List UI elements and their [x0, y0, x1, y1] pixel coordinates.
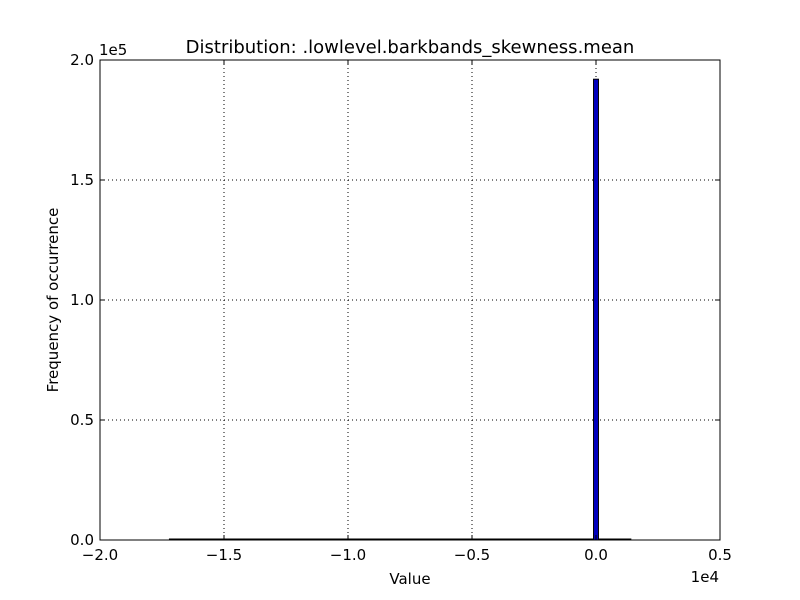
y-axis-multiplier: 1e5	[99, 41, 127, 59]
y-tick-label: 0.0	[70, 531, 94, 549]
y-axis-ticks: 0.0 0.5 1.0 1.5 2.0	[70, 51, 720, 549]
y-axis-label: Frequency of occurrence	[44, 208, 62, 393]
x-tick-label: −0.5	[454, 546, 490, 564]
histogram-bar	[593, 78, 599, 541]
x-axis-label: Value	[389, 570, 430, 588]
x-tick-label: −1.0	[330, 546, 366, 564]
x-tick-label: 0.5	[708, 546, 732, 564]
x-axis-ticks: −2.0 −1.5 −1.0 −0.5 0.0 0.5	[82, 60, 732, 564]
x-tick-label: −2.0	[82, 546, 118, 564]
y-tick-label: 1.5	[70, 171, 94, 189]
y-tick-label: 1.0	[70, 291, 94, 309]
x-tick-label: 0.0	[584, 546, 608, 564]
y-tick-label: 2.0	[70, 51, 94, 69]
x-axis-multiplier: 1e4	[691, 568, 719, 586]
chart-title: Distribution: .lowlevel.barkbands_skewne…	[186, 37, 635, 58]
y-tick-label: 0.5	[70, 411, 94, 429]
x-tick-label: −1.5	[206, 546, 242, 564]
